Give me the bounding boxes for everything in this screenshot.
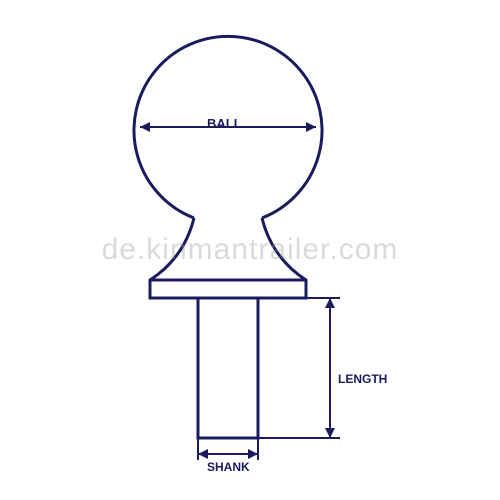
ball-label: BALL	[207, 116, 242, 131]
length-arrow-top	[325, 298, 335, 308]
neck-outline	[150, 218, 306, 298]
shank-arrow-left	[198, 449, 208, 459]
shank-label: SHANK	[207, 460, 250, 474]
shank-arrow-right	[248, 449, 258, 459]
length-arrow-bottom	[325, 428, 335, 438]
hitch-ball-diagram	[0, 0, 500, 500]
shank-outline	[198, 298, 258, 438]
length-label: LENGTH	[338, 372, 387, 386]
